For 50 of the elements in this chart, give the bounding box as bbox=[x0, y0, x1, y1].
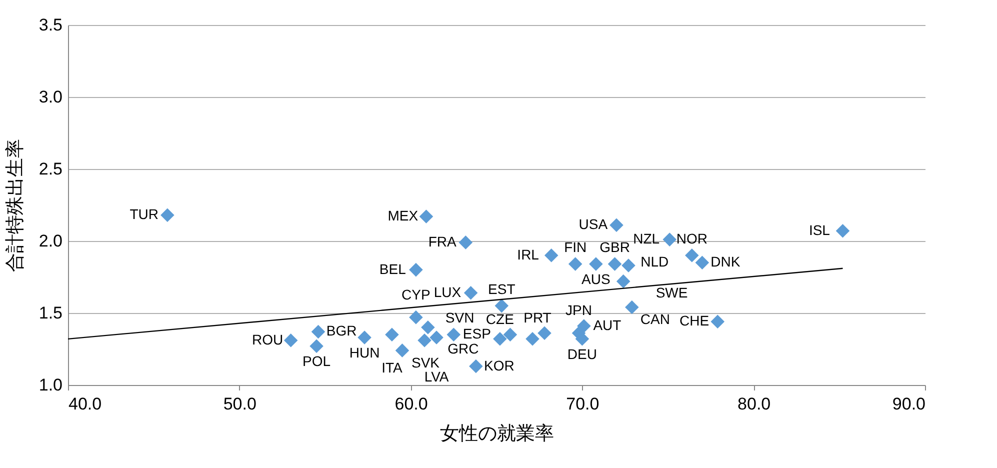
annotation: GBR bbox=[600, 239, 630, 256]
annotation: EST bbox=[488, 280, 516, 297]
x-tick-label: 70.0 bbox=[566, 394, 600, 414]
annotation: IRL bbox=[517, 246, 540, 262]
annotation: NOR bbox=[676, 230, 708, 246]
annotation: NLD bbox=[640, 253, 669, 270]
annotation: SVK bbox=[412, 354, 440, 370]
x-tick-label: 50.0 bbox=[223, 394, 256, 414]
y-tick-label: 2.5 bbox=[38, 160, 62, 178]
y-tick-label: 1.5 bbox=[38, 304, 62, 322]
annotation: FRA bbox=[428, 233, 458, 250]
annotation: ISL bbox=[808, 222, 830, 238]
x-tick-label: 90.0 bbox=[892, 394, 926, 414]
x-tick-label: 60.0 bbox=[394, 394, 428, 414]
x-tick-label: 40.0 bbox=[68, 394, 102, 414]
x-tick-label: 80.0 bbox=[738, 394, 771, 414]
annotation: SVN bbox=[445, 309, 474, 326]
annotation: SWE bbox=[656, 284, 688, 300]
annotation: LVA bbox=[424, 368, 450, 384]
annotation: TUR bbox=[130, 206, 159, 222]
y-tick-label: 3.5 bbox=[38, 16, 62, 34]
annotation: GRC bbox=[448, 340, 479, 356]
annotation: BEL bbox=[379, 260, 406, 277]
annotation: KOR bbox=[484, 357, 514, 374]
annotation: JPN bbox=[566, 302, 592, 318]
x-axis-title: 女性の就業率 bbox=[440, 422, 554, 444]
annotation: CAN bbox=[640, 311, 670, 328]
y-tick-label: 1.0 bbox=[38, 376, 62, 394]
annotation: DEU bbox=[567, 346, 597, 362]
annotation: NZL bbox=[633, 230, 660, 247]
annotation: CYP bbox=[402, 286, 430, 302]
annotation: DNK bbox=[710, 254, 741, 270]
annotation: HUN bbox=[349, 344, 380, 360]
annotation: AUS bbox=[582, 271, 610, 288]
annotation: PRT bbox=[524, 310, 552, 326]
annotation: BGR bbox=[326, 322, 357, 339]
annotation: ROU bbox=[252, 331, 284, 348]
annotation: ITA bbox=[382, 360, 403, 376]
annotation: CHE bbox=[680, 312, 710, 329]
y-tick-label: 3.0 bbox=[38, 88, 62, 106]
y-tick-label: 2.0 bbox=[38, 232, 62, 250]
annotation: POL bbox=[302, 353, 331, 370]
annotation: USA bbox=[578, 216, 608, 232]
annotation: AUT bbox=[593, 316, 622, 333]
annotation: FIN bbox=[564, 239, 587, 256]
annotation: ESP bbox=[462, 326, 491, 342]
annotation: MEX bbox=[388, 208, 419, 224]
y-axis-title: 合計特殊出生率 bbox=[4, 139, 26, 272]
annotation: LUX bbox=[434, 284, 462, 300]
annotation: CZE bbox=[486, 310, 514, 327]
